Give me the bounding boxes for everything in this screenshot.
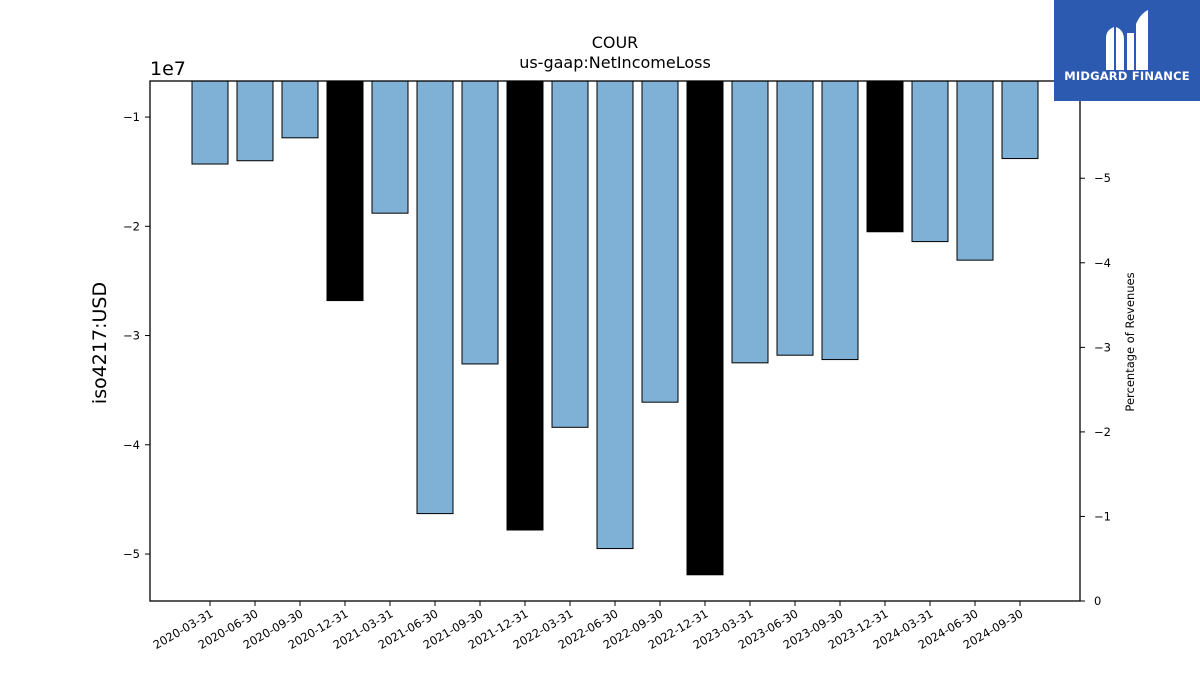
bar-2024-03-31 — [911, 80, 949, 243]
y-tick-label: −4 — [123, 438, 140, 452]
y-tick-label: −1 — [123, 110, 140, 124]
bar-2023-03-31 — [731, 80, 769, 364]
midgard-finance-logo: MIDGARD FINANCE — [1054, 0, 1200, 101]
bar-2022-06-30 — [596, 80, 634, 550]
logo-text: MIDGARD FINANCE — [1064, 69, 1190, 83]
y2-tick-label: −3 — [1094, 340, 1111, 354]
chart-title: COUR — [592, 33, 639, 52]
bar-2022-12-31 — [686, 80, 724, 576]
bar-2020-12-31 — [326, 80, 364, 302]
y2-axis-label: Percentage of Revenues — [1123, 272, 1137, 411]
bar-2024-06-30 — [956, 80, 994, 261]
bar-2022-03-31 — [551, 80, 589, 428]
midgard-m-icon — [1054, 0, 1200, 101]
bar-2021-06-30 — [416, 80, 454, 515]
bar-2023-09-30 — [821, 80, 859, 361]
bar-2021-03-31 — [371, 80, 409, 214]
bar-2021-12-31 — [506, 80, 544, 531]
y2-tick-label: −1 — [1094, 509, 1111, 523]
bar-2023-06-30 — [776, 80, 814, 356]
y2-tick-label: 0 — [1094, 594, 1101, 608]
bar-2024-09-30 — [1001, 80, 1039, 160]
y-tick-label: −5 — [123, 547, 140, 561]
bars-layer — [191, 80, 1039, 576]
bar-2020-03-31 — [191, 80, 229, 165]
chart-subtitle: us-gaap:NetIncomeLoss — [519, 53, 711, 72]
y2-tick-label: −5 — [1094, 171, 1111, 185]
y2-tick-label: −2 — [1094, 425, 1111, 439]
y2-tick-label: −4 — [1094, 256, 1111, 270]
y-tick-label: −2 — [123, 219, 140, 233]
bar-2023-12-31 — [866, 80, 904, 233]
y-axis-label: iso4217:USD — [89, 282, 111, 404]
bar-2020-09-30 — [281, 80, 319, 139]
bar-2021-09-30 — [461, 80, 499, 365]
y-tick-label: −3 — [123, 329, 140, 343]
y-axis-offset-label: 1e7 — [150, 58, 186, 80]
bar-2022-09-30 — [641, 80, 679, 403]
bar-2020-06-30 — [236, 80, 274, 162]
